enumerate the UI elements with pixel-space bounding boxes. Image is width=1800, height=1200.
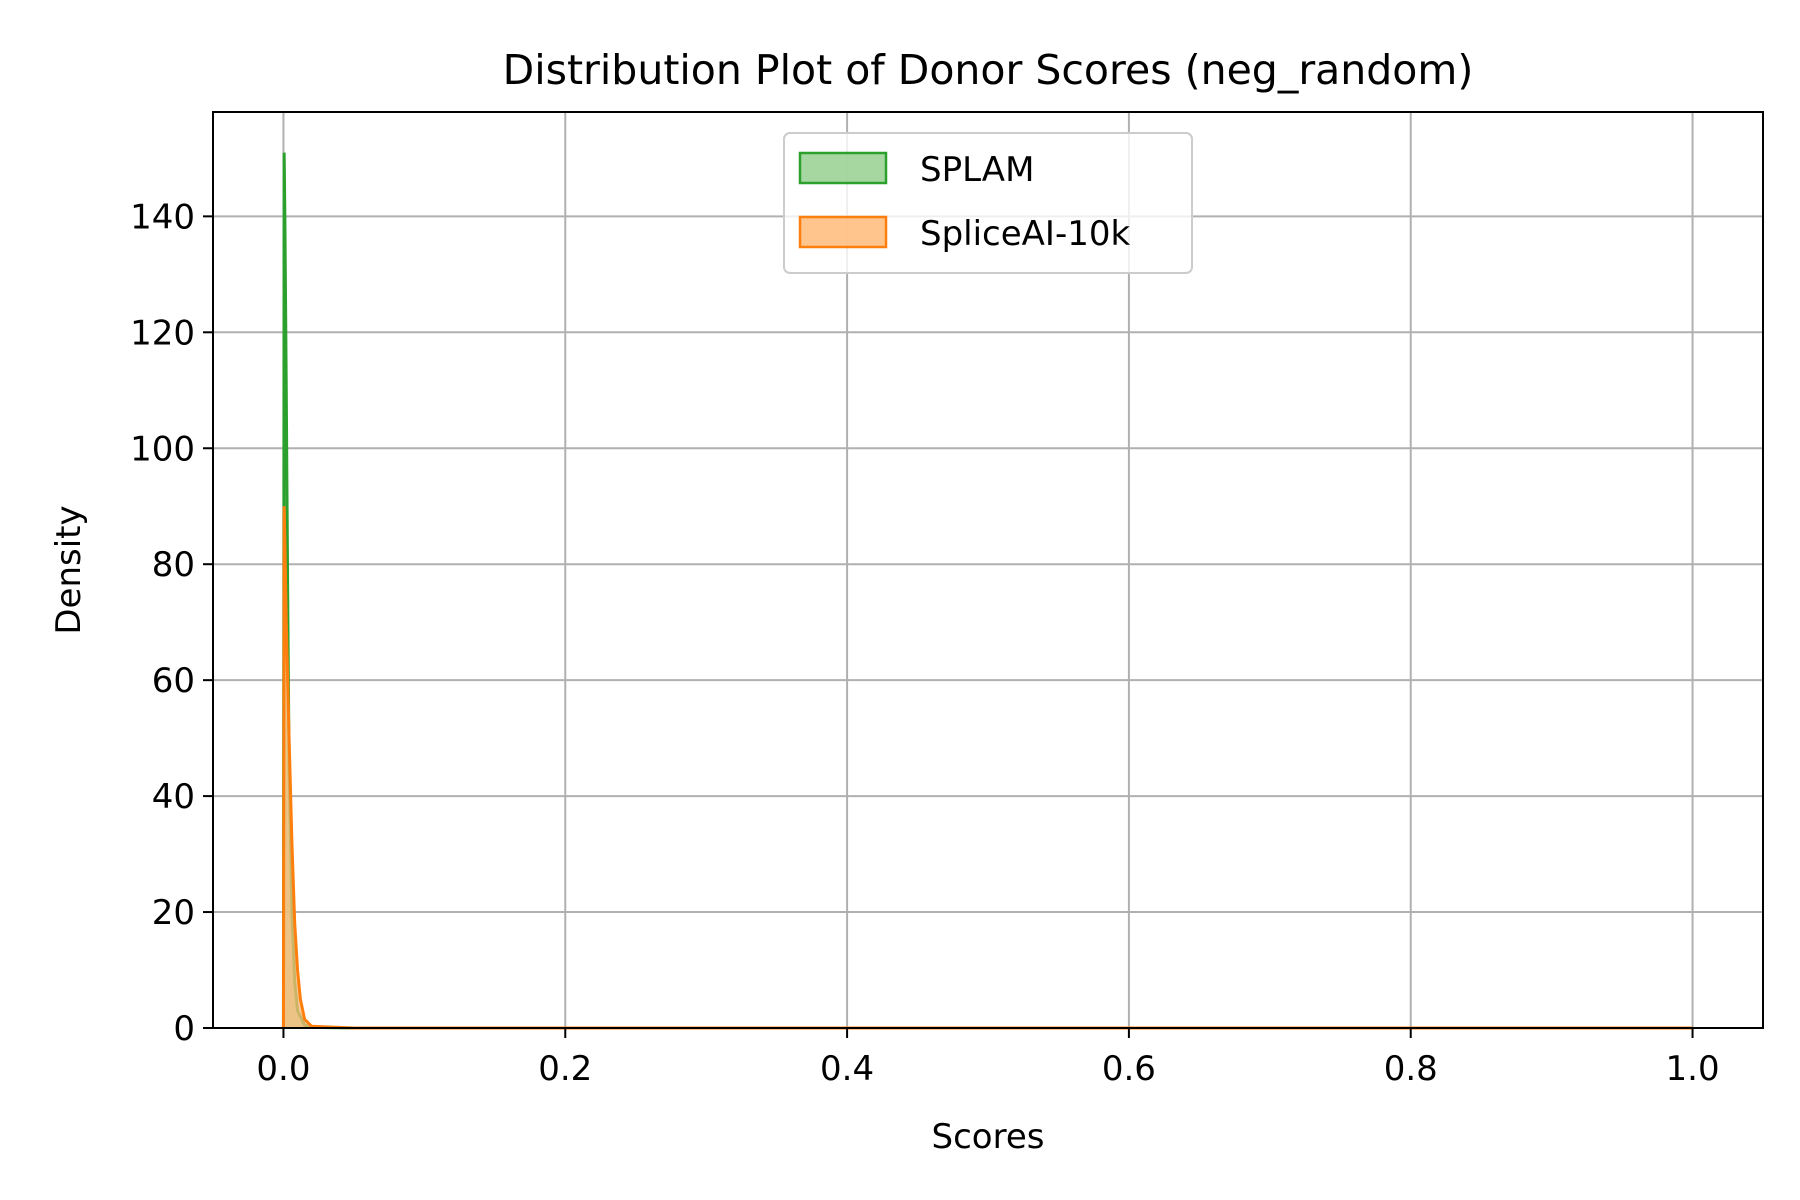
y-tick-label: 100 — [130, 429, 195, 469]
y-tick-label: 20 — [152, 893, 195, 933]
legend-label-0: SPLAM — [920, 150, 1034, 190]
legend-label-1: SpliceAI-10k — [920, 214, 1130, 254]
x-axis-label: Scores — [932, 1117, 1045, 1157]
y-tick-label: 60 — [152, 661, 195, 701]
x-tick-label: 1.0 — [1666, 1049, 1720, 1089]
x-tick-label: 0.6 — [1102, 1049, 1156, 1089]
y-tick-label: 0 — [173, 1009, 195, 1049]
y-tick-label: 40 — [152, 777, 195, 817]
x-tick-label: 0.8 — [1384, 1049, 1438, 1089]
legend: SPLAM SpliceAI-10k — [783, 132, 1193, 274]
y-tick-label: 140 — [130, 197, 195, 237]
y-axis-label: Density — [49, 505, 89, 634]
legend-swatch-0 — [798, 151, 888, 185]
x-tick-label: 0.0 — [256, 1049, 310, 1089]
x-tick-label: 0.4 — [820, 1049, 874, 1089]
legend-swatch-1 — [798, 215, 888, 249]
x-tick-label: 0.2 — [538, 1049, 592, 1089]
chart-title: Distribution Plot of Donor Scores (neg_r… — [503, 46, 1474, 94]
tick-layer: 0.0 0.2 0.4 0.6 0.8 1.0 0 20 40 60 80 100 120 140 — [130, 197, 1719, 1089]
y-tick-label: 80 — [152, 545, 195, 585]
y-tick-label: 120 — [130, 313, 195, 353]
plot-frame — [212, 111, 1764, 1029]
